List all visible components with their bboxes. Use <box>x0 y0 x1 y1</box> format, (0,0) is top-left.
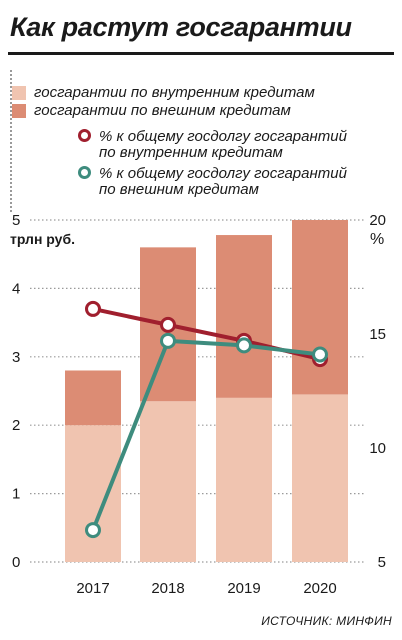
legend-swatch-external <box>12 104 26 118</box>
bar-external-2020 <box>292 220 348 395</box>
point-share-domestic-2017 <box>85 300 101 317</box>
legend-label-share-domestic-line1: % к общему госдолгу госгарантий <box>99 128 347 145</box>
legend-item-share-external: % к общему госдолгу госгарантий по внешн… <box>78 166 347 198</box>
right-tick-label-20: 20 <box>369 212 386 229</box>
point-share-domestic-2018 <box>160 316 176 333</box>
right-tick-label-10: 10 <box>369 440 386 457</box>
right-tick-label-15: 15 <box>369 326 386 343</box>
source-note: ИСТОЧНИК: МИНФИН <box>261 614 392 628</box>
bar-domestic-2020 <box>292 394 348 562</box>
line-share-external <box>91 338 321 531</box>
legend-marker-share-external <box>78 166 91 179</box>
legend-label-share-external: % к общему госдолгу госгарантий по внешн… <box>99 166 347 198</box>
legend-label-share-external-line2: по внешним кредитам <box>99 181 259 198</box>
legend-label-share-domestic-line2: по внутренним кредитам <box>99 144 283 161</box>
legend-label-external: госгарантии по внешним кредитам <box>34 102 291 119</box>
point-share-external-2017 <box>85 522 101 539</box>
left-tick-label-1: 1 <box>12 486 20 503</box>
right-axis-unit: % <box>370 231 385 248</box>
left-tick-label-3: 3 <box>12 349 20 366</box>
title-underline <box>8 52 394 55</box>
point-share-external-2019 <box>236 337 252 354</box>
legend-label-domestic: госгарантии по внутренним кредитам <box>34 84 315 101</box>
bar-domestic-2017 <box>65 425 121 562</box>
legend-marker-share-domestic <box>78 129 91 142</box>
left-tick-label-2: 2 <box>12 417 20 434</box>
bar-external-2017 <box>65 370 121 426</box>
x-tick-label-2018: 2018 <box>151 580 184 597</box>
legend-item-domestic: госгарантии по внутренним кредитам <box>12 85 315 101</box>
x-tick-label-2017: 2017 <box>76 580 109 597</box>
point-share-external-2018 <box>160 332 176 349</box>
left-tick-label-4: 4 <box>12 280 20 297</box>
left-tick-label-5: 5 <box>12 212 20 229</box>
x-tick-label-2020: 2020 <box>303 580 336 597</box>
left-axis-unit: трлн руб. <box>10 231 75 247</box>
left-tick-label-0: 0 <box>12 554 20 571</box>
legend-label-share-domestic: % к общему госдолгу госгарантий по внутр… <box>99 129 347 161</box>
bar-domestic-2018 <box>140 401 196 562</box>
bar-domestic-2019 <box>216 397 272 562</box>
bar-external-2019 <box>216 235 272 398</box>
x-tick-label-2019: 2019 <box>227 580 260 597</box>
chart-title: Как растут госгарантии <box>10 12 352 42</box>
legend-swatch-domestic <box>12 86 26 100</box>
point-share-external-2020 <box>312 346 328 363</box>
legend-label-share-external-line1: % к общему госдолгу госгарантий <box>99 165 347 182</box>
right-tick-label-5: 5 <box>378 554 386 571</box>
legend-item-share-domestic: % к общему госдолгу госгарантий по внутр… <box>78 129 347 161</box>
legend-item-external: госгарантии по внешним кредитам <box>12 103 291 119</box>
legend-guide-line <box>10 70 12 212</box>
